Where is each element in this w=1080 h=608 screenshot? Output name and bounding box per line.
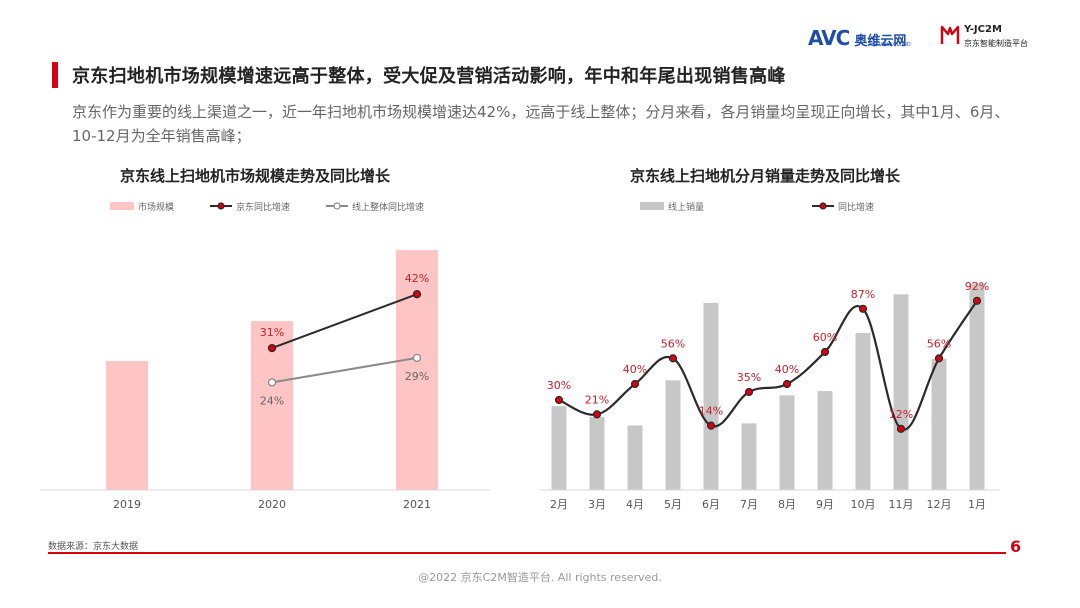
legend-label: 市场规模 [138,201,174,213]
monthly-sales-bar-9 [855,333,871,490]
copyright: @2022 京东C2M智造平台. All rights reserved. [418,571,662,584]
chart-2-title: 京东线上扫地机分月销量走势及同比增长 [629,167,900,185]
title-accent-bar [52,62,58,88]
growth-label: 40% [775,363,799,376]
page-title: 京东扫地机市场规模增速远高于整体，受大促及营销活动影响，年中和年尾出现销售高峰 [72,66,786,87]
x-tick-label: 3月 [588,498,606,511]
growth-point [896,424,906,433]
growth-point [782,379,792,389]
jc2m-logo: Y-JC2M 京东智能制造平台 [940,24,1028,50]
chart-1-legend: 市场规模 京东同比增速 线上整体同比增速 [110,201,424,213]
legend-label: 同比增速 [838,201,874,213]
monthly-sales-bar-10 [893,294,909,490]
monthly-sales-chart: 线上销量 同比增速 2月 3月 4月 5月 6月 7月 8月 9月 10月 11月 12月 1月 30%… [540,201,1000,511]
growth-label: 29% [405,370,429,383]
legend-swatch [110,202,134,210]
growth-label: 56% [927,337,951,350]
x-tick-label: 2021 [403,498,431,511]
chart-1-legend-item-3: 线上整体同比增速 [326,201,424,213]
monthly-sales-bar-2 [589,416,605,490]
monthly-sales-bar-1 [551,406,567,490]
jc2m-logo-subtitle: 京东智能制造平台 [964,39,1028,48]
growth-point [412,353,422,363]
growth-point [934,354,944,363]
growth-label: 35% [737,371,761,384]
avc-logo-subtext: ALL VIEW CLOUD [868,42,911,48]
x-tick-label: 9月 [816,498,834,511]
x-tick-label: 4月 [626,498,644,511]
page-number: 6 [1010,537,1022,556]
growth-label: 30% [547,379,571,392]
x-tick-label: 7月 [740,498,758,511]
footer-divider [48,552,1006,554]
chart-1-legend-item-1: 市场规模 [110,201,174,213]
growth-point [592,410,602,419]
legend-marker [819,202,827,210]
x-tick-label: 1月 [968,498,986,511]
data-source: 数据来源：京东大数据 [48,542,139,552]
growth-label: 56% [661,337,685,350]
monthly-sales-bar-11 [931,358,947,490]
legend-swatch [640,202,664,210]
growth-label: 14% [699,405,723,418]
x-tick-label: 6月 [702,498,720,511]
monthly-sales-bar-5 [703,302,719,490]
jc2m-logo-icon [940,25,960,44]
jc2m-logo-title: Y-JC2M [964,24,1002,35]
monthly-sales-bar-12 [969,283,985,490]
x-tick-label: 5月 [664,498,682,511]
legend-label: 京东同比增速 [236,201,290,213]
x-tick-label: 2019 [113,498,141,511]
growth-point [554,395,564,405]
x-tick-label: 2月 [550,498,568,511]
growth-label: 21% [585,393,609,406]
market-size-bar-2019 [106,361,148,490]
monthly-growth-line [558,300,978,431]
chart-2-legend: 线上销量 同比增速 [640,201,874,213]
online-growth-line [271,356,418,384]
growth-point [668,354,678,363]
avc-logo-mark: AVC [808,26,850,50]
growth-label: 24% [260,394,284,407]
growth-label: 40% [623,363,647,376]
chart-1-legend-item-2: 京东同比增速 [210,201,290,213]
jd-growth-line [271,293,418,350]
x-tick-label: 12月 [927,498,952,511]
growth-label: 60% [813,331,837,344]
legend-label: 线上销量 [668,201,704,213]
growth-label: 87% [851,288,875,301]
growth-point [858,304,868,313]
growth-point [972,296,982,305]
growth-label: 92% [965,280,989,293]
legend-marker [333,202,341,210]
growth-point [412,290,422,299]
legend-label: 线上整体同比增速 [352,201,424,213]
monthly-sales-bar-7 [779,395,795,490]
page-description: 京东作为重要的线上渠道之一，近一年扫地机市场规模增速达42%，远高于线上整体；分… [72,103,1010,145]
chart-2-legend-item-1: 线上销量 [640,201,704,213]
x-tick-label: 10月 [851,498,876,511]
monthly-sales-bar-4 [665,380,681,490]
chart-1-title: 京东线上扫地机市场规模走势及同比增长 [119,167,390,185]
growth-point [744,387,754,397]
market-size-chart: 市场规模 京东同比增速 线上整体同比增速 2019 2020 2021 31% 42% 24… [40,201,490,511]
monthly-sales-bar-3 [627,425,643,490]
growth-point [267,343,277,353]
x-tick-label: 11月 [889,498,914,511]
x-tick-label: 2020 [258,498,286,511]
monthly-sales-bar-8 [817,391,833,490]
growth-point [630,379,640,389]
legend-marker [217,202,225,210]
chart-2-legend-item-2: 同比增速 [812,201,874,213]
x-tick-label: 8月 [778,498,796,511]
growth-label: 42% [405,272,429,285]
monthly-sales-bar-6 [741,423,757,490]
growth-label: 31% [260,326,284,339]
growth-point [267,378,277,387]
avc-logo: AVC 奥维云网 ALL VIEW CLOUD [808,26,911,50]
growth-point [820,347,830,357]
growth-label: 12% [889,408,913,421]
avc-logo-text: 奥维云网 [854,34,907,49]
growth-point [706,421,716,430]
